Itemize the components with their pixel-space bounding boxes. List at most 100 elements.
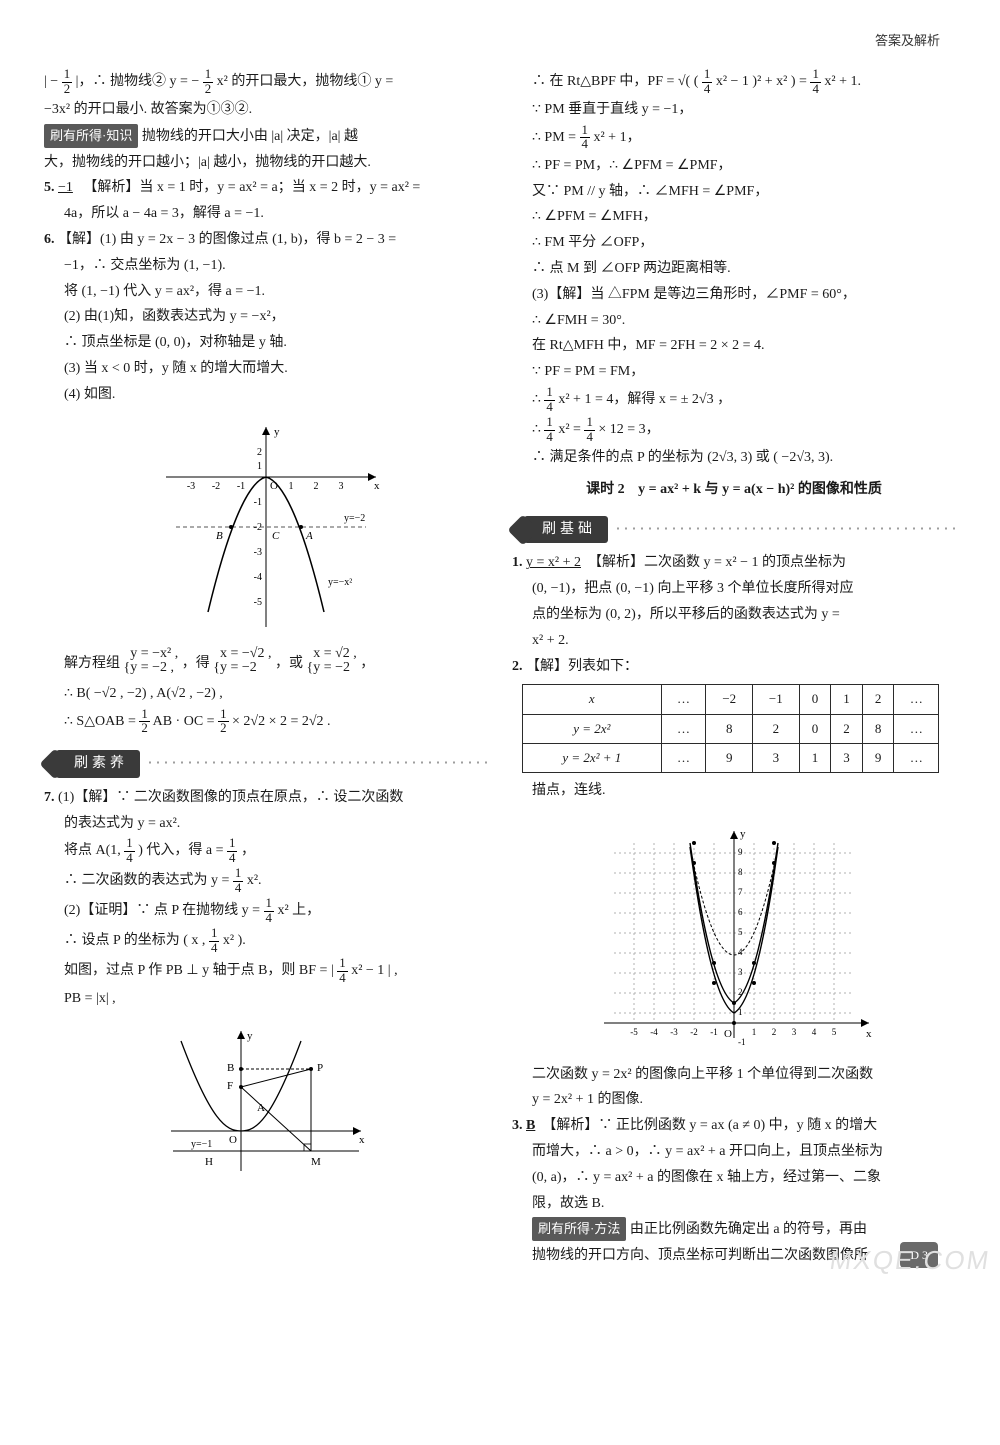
left-column: | − 12 |，∴ 抛物线② y = − 12 x² 的开口最大，抛物线① y… [44, 66, 488, 1270]
line: y = 2x² + 1 的图像. [512, 1088, 956, 1112]
svg-text:M: M [311, 1156, 321, 1168]
svg-text:y: y [247, 1030, 253, 1042]
q2: 2. 【解】列表如下： [512, 655, 956, 679]
line: (4) 如图. [44, 383, 488, 407]
line: 抛物线的开口方向、顶点坐标可判断出二次函数图像所 [512, 1244, 956, 1268]
line: 又∵ PM // y 轴，∴ ∠MFH = ∠PMF， [512, 180, 956, 204]
svg-text:x: x [866, 1028, 872, 1040]
section-jichu: 刷基础 [512, 516, 956, 544]
line: ∴ PF = PM，∴ ∠PFM = ∠PMF， [512, 154, 956, 178]
svg-text:A: A [305, 530, 313, 542]
line: ∴ 满足条件的点 P 的坐标为 (2√3, 3) 或 ( −2√3, 3). [512, 446, 956, 470]
line: ∴ 二次函数的表达式为 y = 14 x². [44, 867, 488, 895]
q3: 3. B 【解析】∵ 正比例函数 y = ax (a ≠ 0) 中，y 随 x … [512, 1114, 956, 1138]
answer-1: y = x² + 2 [526, 555, 581, 570]
svg-text:3: 3 [339, 481, 344, 492]
q6: 6. 【解】(1) 由 y = 2x − 3 的图像过点 (1, b)，得 b … [44, 228, 488, 252]
method-box: 刷有所得·方法 由正比例函数先确定出 a 的符号，再由 [512, 1217, 956, 1242]
svg-text:-3: -3 [670, 1027, 678, 1037]
line: (0, a)，∴ y = ax² + a 的图像在 x 轴上方，经过第一、二象 [512, 1166, 956, 1190]
svg-text:P: P [317, 1062, 323, 1074]
svg-text:-1: -1 [710, 1027, 718, 1037]
line: ∴ ∠PFM = ∠MFH， [512, 205, 956, 229]
svg-text:-1: -1 [254, 497, 262, 508]
line: | − 12 |，∴ 抛物线② y = − 12 x² 的开口最大，抛物线① y… [44, 68, 488, 96]
svg-text:-1: -1 [738, 1037, 746, 1047]
line: ∴ 14 x² + 1 = 4，解得 x = ± 2√3 ， [512, 386, 956, 414]
table-row: x…−2−1012… [523, 685, 939, 714]
line: ∴ 设点 P 的坐标为 ( x , 14 x² ). [44, 927, 488, 955]
svg-text:2: 2 [772, 1027, 777, 1037]
svg-text:y=−1: y=−1 [191, 1139, 212, 1150]
line: ∴ B( −√2 , −2) , A(√2 , −2) , [44, 682, 488, 706]
table-row: y = 2x²…82028… [523, 714, 939, 743]
line: (0, −1)，把点 (0, −1) 向上平移 3 个单位长度所得对应 [512, 577, 956, 601]
svg-text:4: 4 [812, 1027, 817, 1037]
line: 而增大，∴ a > 0，∴ y = ax² + a 开口向上，且顶点坐标为 [512, 1140, 956, 1164]
system: 解方程组 {y = −x² ,y = −2 , ，得 {x = −√2 ,y =… [44, 647, 488, 680]
table-row: y = 2x² + 1…93139… [523, 743, 939, 772]
svg-text:7: 7 [738, 887, 743, 897]
line: x² + 2. [512, 629, 956, 653]
line: (3)【解】当 △FPM 是等边三角形时，∠PMF = 60°， [512, 283, 956, 307]
line: 的表达式为 y = ax². [44, 812, 488, 836]
line: (2) 由(1)知，函数表达式为 y = −x²， [44, 305, 488, 329]
line: ∵ PM 垂直于直线 y = −1， [512, 98, 956, 122]
header-right: 答案及解析 [875, 30, 940, 52]
svg-text:y=−x²: y=−x² [328, 577, 352, 588]
line: 4a，所以 a − 4a = 3，解得 a = −1. [44, 202, 488, 226]
svg-text:-4: -4 [650, 1027, 658, 1037]
svg-text:-3: -3 [187, 481, 195, 492]
svg-text:6: 6 [738, 907, 743, 917]
q1: 1. y = x² + 2 【解析】二次函数 y = x² − 1 的顶点坐标为 [512, 551, 956, 575]
line: (3) 当 x < 0 时，y 随 x 的增大而增大. [44, 357, 488, 381]
line: −3x² 的开口最小. 故答案为①③②. [44, 98, 488, 122]
svg-text:C: C [272, 530, 280, 542]
line: 在 Rt△MFH 中，MF = 2FH = 2 × 2 = 4. [512, 334, 956, 358]
line: 如图，过点 P 作 PB ⊥ y 轴于点 B，则 BF = | 14 x² − … [44, 957, 488, 985]
svg-text:-2: -2 [212, 481, 220, 492]
line: ∵ PF = PM = FM， [512, 360, 956, 384]
x-label: x [374, 480, 380, 492]
svg-text:3: 3 [738, 967, 743, 977]
svg-text:F: F [227, 1080, 233, 1092]
svg-text:y: y [740, 828, 746, 840]
svg-text:2: 2 [257, 447, 262, 458]
figure-3: y x O -5-4-3 -2-1 123 45 123 456 789 [512, 813, 956, 1053]
svg-text:8: 8 [738, 867, 743, 877]
line: 描点，连线. [512, 779, 956, 803]
svg-text:1: 1 [752, 1027, 757, 1037]
q5: 5. −1 【解析】当 x = 1 时，y = ax² = a；当 x = 2 … [44, 176, 488, 200]
page-number-badge: D 3 [900, 1242, 938, 1268]
answer-3: B [526, 1118, 535, 1133]
line: ∴ S△OAB = 12 AB · OC = 12 × 2√2 × 2 = 2√… [44, 708, 488, 736]
line: ∴ 14 x² = 14 × 12 = 3， [512, 416, 956, 444]
svg-text:x: x [359, 1134, 365, 1146]
line: −1，∴ 交点坐标为 (1, −1). [44, 254, 488, 278]
figure-2: y x O y=−1 F B P A [44, 1021, 488, 1181]
line: (2)【证明】∵ 点 P 在抛物线 y = 14 x² 上， [44, 897, 488, 925]
data-table: x…−2−1012… y = 2x²…82028… y = 2x² + 1…93… [522, 684, 939, 772]
svg-text:1: 1 [289, 481, 294, 492]
dots-divider [146, 757, 488, 771]
svg-text:9: 9 [738, 847, 743, 857]
svg-text:4: 4 [738, 947, 743, 957]
line: 大，抛物线的开口越小；|a| 越小，抛物线的开口越大. [44, 151, 488, 175]
svg-text:5: 5 [738, 927, 743, 937]
svg-text:-4: -4 [254, 572, 262, 583]
svg-text:-5: -5 [630, 1027, 638, 1037]
line: ∴ PM = 14 x² + 1， [512, 124, 956, 152]
two-columns: | − 12 |，∴ 抛物线② y = − 12 x² 的开口最大，抛物线① y… [44, 66, 956, 1270]
svg-text:5: 5 [832, 1027, 837, 1037]
svg-text:-3: -3 [254, 547, 262, 558]
line: 将点 A(1, 14 ) 代入，得 a = 14 ， [44, 837, 488, 865]
figure-1: y x O -3-2-1 123 21 -1-2 -3-4-5 y [44, 417, 488, 637]
knowledge-box: 刷有所得·知识 抛物线的开口大小由 |a| 决定，|a| 越 [44, 124, 488, 149]
svg-text:B: B [227, 1062, 234, 1074]
svg-text:-5: -5 [254, 597, 262, 608]
dots-divider [614, 523, 956, 537]
line: 将 (1, −1) 代入 y = ax²，得 a = −1. [44, 280, 488, 304]
answer-5: −1 [58, 180, 73, 195]
svg-text:O: O [229, 1134, 237, 1146]
line: ∴ 在 Rt△BPF 中，PF = √( ( 14 x² − 1 )² + x²… [512, 68, 956, 96]
